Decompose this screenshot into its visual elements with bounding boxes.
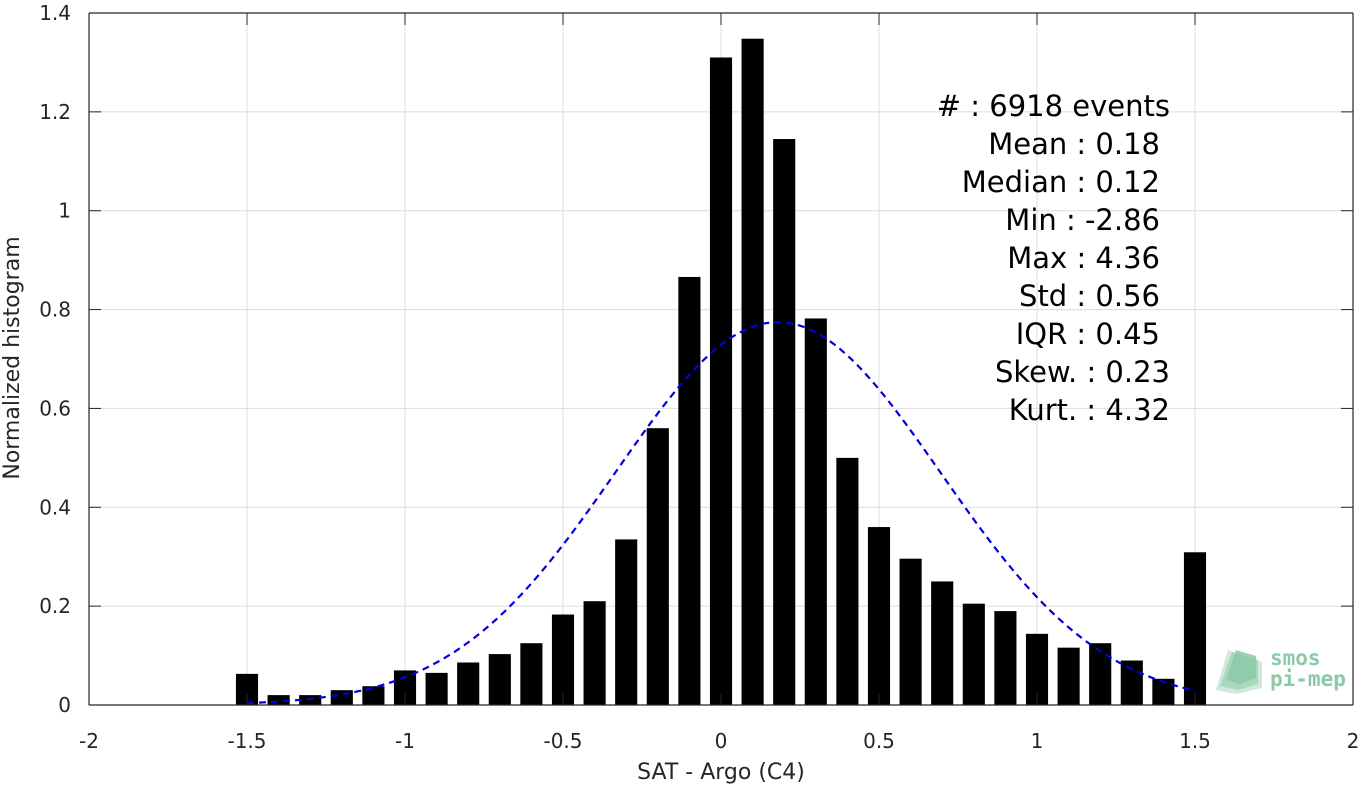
- histogram-bar-12: [615, 539, 638, 705]
- logo-text-pi-mep: pi-mep: [1270, 667, 1346, 691]
- histogram-bar-1: [267, 695, 290, 705]
- x-tick-labels: -2 -1.5 -1 -0.5 0 0.5 1 1.5 2: [79, 729, 1359, 753]
- histogram-bar-18: [804, 318, 827, 705]
- histogram-bar-7: [457, 662, 480, 705]
- y-tick-label-1: 0.2: [39, 594, 71, 618]
- histogram-bar-0: [235, 673, 259, 705]
- stat-line-5: Std : 0.56: [1019, 279, 1160, 313]
- normal-fit-curve: [246, 320, 1196, 705]
- y-tick-label-3: 0.6: [39, 396, 71, 420]
- y-tick-label-6: 1.2: [39, 100, 71, 124]
- histogram-bar-4: [362, 686, 385, 705]
- histogram-bar-9: [520, 643, 543, 705]
- x-tick-label-8: 2: [1347, 729, 1360, 753]
- histogram-bar-16: [741, 38, 764, 705]
- x-tick-label-1: -1.5: [227, 729, 266, 753]
- smos-pi-mep-logo: smos pi-mep: [1216, 646, 1346, 694]
- histogram-bar-30: [1183, 552, 1207, 705]
- stat-line-7: Skew. : 0.23: [995, 355, 1170, 389]
- histogram-bar-20: [867, 527, 891, 705]
- y-tick-label-7: 1.4: [39, 1, 71, 25]
- histogram-bar-2: [299, 695, 322, 705]
- y-tick-labels: 0 0.2 0.4 0.6 0.8 1 1.2 1.4: [39, 1, 71, 717]
- x-tick-label-2: -1: [395, 729, 415, 753]
- x-tick-label-5: 0.5: [863, 729, 895, 753]
- histogram-bar-8: [488, 654, 511, 705]
- histogram-bar-27: [1089, 643, 1112, 705]
- stat-line-0: # : 6918 events: [937, 89, 1170, 123]
- logo-wave-icon: [1216, 650, 1262, 694]
- y-tick-label-0: 0: [58, 693, 71, 717]
- stat-line-3: Min : -2.86: [1005, 203, 1160, 237]
- x-axis-label: SAT - Argo (C4): [637, 760, 805, 785]
- histogram-bar-21: [899, 558, 922, 705]
- histogram-bar-29: [1152, 678, 1175, 705]
- histogram-bar-6: [425, 672, 448, 705]
- stat-line-8: Kurt. : 4.32: [1009, 393, 1170, 427]
- histogram-bar-10: [551, 614, 575, 705]
- histogram-bar-5: [393, 670, 417, 705]
- histogram-bar-28: [1120, 660, 1143, 705]
- stat-line-2: Median : 0.12: [962, 165, 1160, 199]
- axes-frame: [88, 12, 1354, 706]
- histogram-bar-15: [709, 57, 733, 705]
- histogram-bar-24: [994, 611, 1017, 705]
- histogram-bar-23: [962, 603, 985, 705]
- bar-series: [235, 38, 1207, 706]
- y-tick-label-4: 0.8: [39, 298, 71, 322]
- stat-line-6: IQR : 0.45: [1016, 317, 1160, 351]
- histogram-bar-22: [931, 581, 954, 705]
- histogram-bar-13: [646, 428, 669, 705]
- x-tick-label-3: -0.5: [543, 729, 582, 753]
- x-tick-label-4: 0: [715, 729, 728, 753]
- histogram-bar-19: [836, 457, 859, 705]
- x-tick-label-6: 1: [1031, 729, 1044, 753]
- x-tick-label-7: 1.5: [1179, 729, 1211, 753]
- stat-line-4: Max : 4.36: [1007, 241, 1160, 275]
- x-tick-label-0: -2: [79, 729, 99, 753]
- histogram-bar-11: [583, 601, 606, 705]
- histogram-bar-25: [1025, 633, 1049, 705]
- histogram-bar-26: [1057, 647, 1080, 705]
- y-tick-label-2: 0.4: [39, 495, 71, 519]
- histogram-bar-14: [678, 276, 701, 705]
- histogram-bar-3: [330, 690, 353, 705]
- histogram-bar-17: [773, 139, 796, 706]
- stat-line-1: Mean : 0.18: [988, 127, 1160, 161]
- y-axis-label: Normalized histogram: [0, 236, 25, 479]
- logo-text-smos: smos: [1270, 646, 1321, 670]
- y-tick-label-5: 1: [58, 199, 71, 223]
- stats-annotation: # : 6918 events Mean : 0.18 Median : 0.12 M…: [937, 89, 1170, 427]
